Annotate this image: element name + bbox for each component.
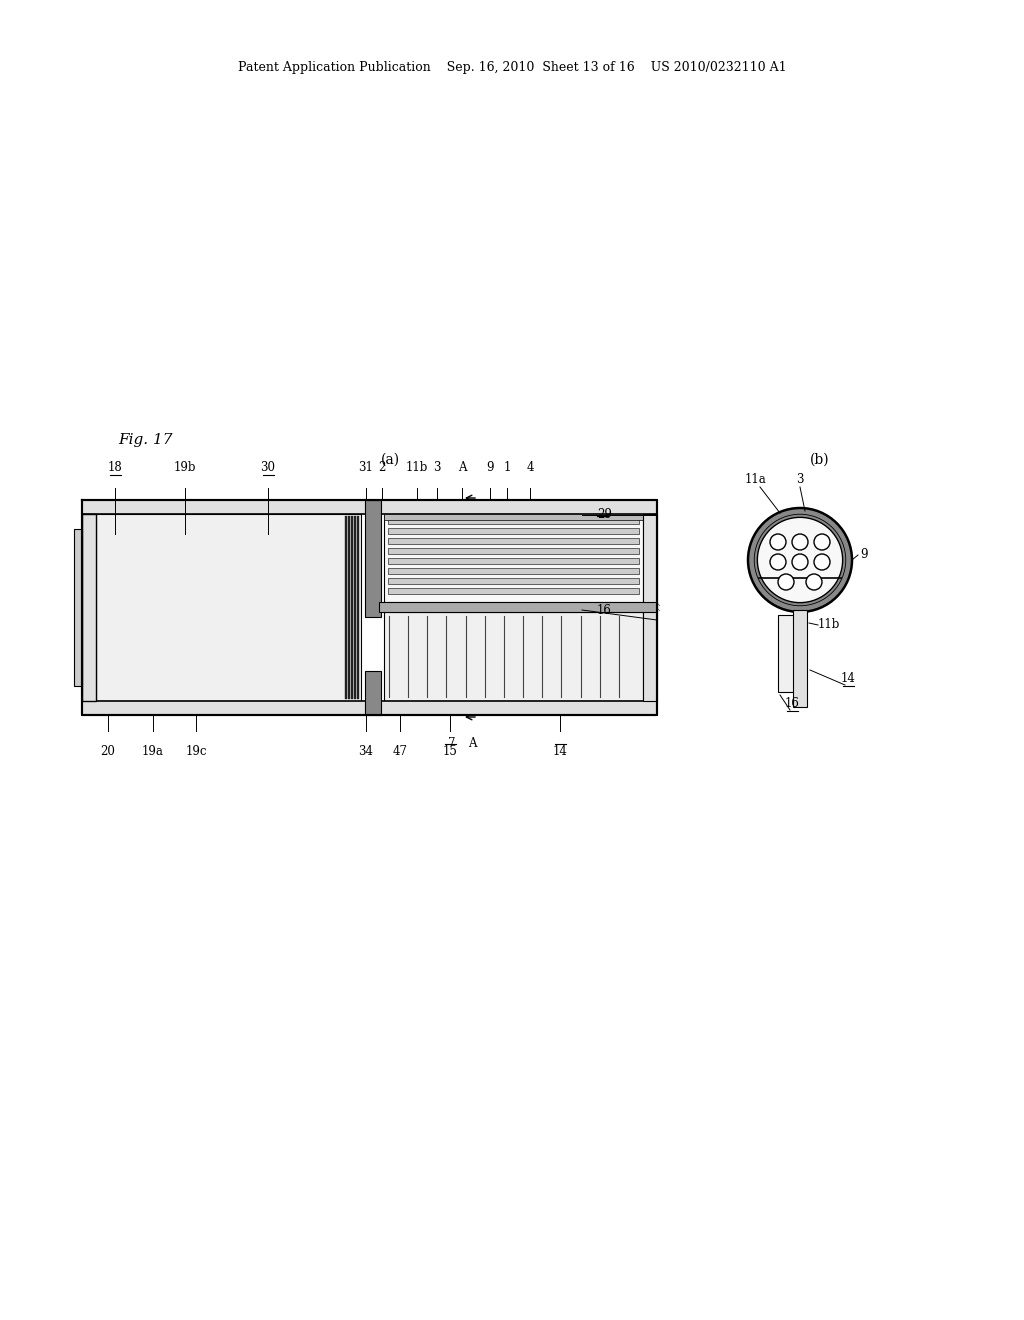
Text: (a): (a) [381, 453, 399, 467]
Bar [357, 516, 359, 700]
Text: 9: 9 [486, 461, 494, 474]
Circle shape [806, 574, 822, 590]
Text: 4: 4 [526, 461, 534, 474]
Text: 31: 31 [358, 461, 374, 474]
Circle shape [748, 508, 852, 612]
Bar [354, 516, 356, 700]
Circle shape [770, 554, 786, 570]
Bar [384, 513, 643, 520]
Circle shape [792, 554, 808, 570]
Circle shape [814, 554, 830, 570]
Bar [379, 602, 657, 612]
Bar [82, 500, 657, 513]
Bar [365, 671, 381, 715]
Text: 34: 34 [358, 744, 374, 758]
Bar [388, 539, 639, 544]
Text: 11b: 11b [818, 619, 841, 631]
Bar [96, 513, 361, 701]
Bar [388, 578, 639, 583]
Bar [384, 612, 643, 701]
Text: 16: 16 [784, 697, 800, 710]
Text: 2: 2 [378, 461, 386, 474]
Circle shape [778, 574, 794, 590]
Bar [82, 701, 657, 715]
Circle shape [770, 535, 786, 550]
Text: 3: 3 [797, 473, 804, 486]
Bar [348, 516, 350, 700]
Bar [778, 615, 800, 692]
Text: 9: 9 [860, 549, 867, 561]
Bar [643, 513, 657, 701]
Text: 29: 29 [597, 508, 612, 521]
Text: 3: 3 [433, 461, 440, 474]
Text: 11a: 11a [744, 473, 766, 486]
Circle shape [758, 517, 843, 603]
Text: 30: 30 [260, 461, 275, 474]
Text: Fig. 17: Fig. 17 [118, 433, 172, 447]
Bar [351, 516, 353, 700]
Bar [74, 529, 82, 686]
Bar [384, 513, 643, 602]
Text: 14: 14 [553, 744, 567, 758]
Bar [388, 517, 639, 524]
Text: 20: 20 [100, 744, 116, 758]
Text: 47: 47 [392, 744, 408, 758]
Bar [793, 610, 807, 708]
Text: A: A [458, 461, 466, 474]
Text: 14: 14 [841, 672, 855, 685]
Text: 1: 1 [504, 461, 511, 474]
Circle shape [792, 535, 808, 550]
Bar [365, 500, 381, 616]
Text: Patent Application Publication    Sep. 16, 2010  Sheet 13 of 16    US 2010/02321: Patent Application Publication Sep. 16, … [238, 62, 786, 74]
Text: 19b: 19b [174, 461, 197, 474]
Text: 16: 16 [597, 603, 612, 616]
Circle shape [814, 535, 830, 550]
Bar [388, 528, 639, 533]
Bar [388, 548, 639, 553]
Text: 18: 18 [108, 461, 123, 474]
Bar [388, 568, 639, 573]
Text: 19c: 19c [185, 744, 207, 758]
Bar [345, 516, 347, 700]
Bar [388, 558, 639, 564]
Bar [388, 587, 639, 594]
Text: (b): (b) [810, 453, 829, 467]
Text: A: A [468, 737, 476, 750]
Bar [82, 513, 96, 701]
Text: 19a: 19a [142, 744, 164, 758]
Text: 15: 15 [442, 744, 458, 758]
Text: 11b: 11b [406, 461, 428, 474]
Text: 7: 7 [449, 737, 456, 750]
